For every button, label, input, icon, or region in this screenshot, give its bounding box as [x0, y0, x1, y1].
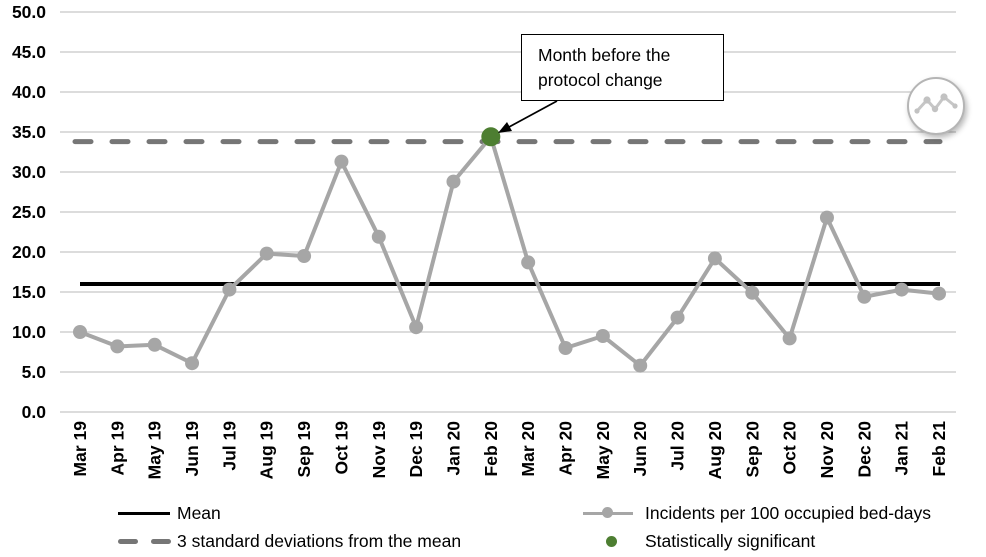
x-axis-tick-label: Sep 19 — [294, 421, 314, 478]
data-point — [633, 358, 648, 373]
data-point — [745, 285, 760, 300]
y-axis-tick-label: 50.0 — [12, 2, 46, 22]
annotation-arrow-line — [508, 100, 558, 128]
significant-dot-swatch — [583, 530, 633, 552]
data-point — [707, 251, 722, 266]
x-axis-tick-label: Jul 19 — [219, 421, 239, 471]
data-point — [73, 325, 87, 339]
x-axis-tick-label: Aug 19 — [257, 421, 277, 480]
x-axis-tick-label: Nov 20 — [817, 421, 837, 479]
chart-type-badge — [907, 77, 965, 135]
x-axis-tick-label: Jan 20 — [443, 421, 463, 476]
y-axis-tick-label: 20.0 — [12, 242, 46, 262]
y-axis-tick-label: 30.0 — [12, 162, 46, 182]
data-point — [409, 320, 424, 335]
mean-line-swatch — [118, 511, 170, 515]
legend-item-mean: Mean — [118, 502, 221, 524]
legend-item-sd: 3 standard deviations from the mean — [118, 530, 461, 552]
x-axis-tick-label: Mar 20 — [518, 421, 538, 477]
data-point — [110, 339, 125, 354]
legend-item-significant: Statistically significant — [583, 530, 815, 552]
data-point — [259, 246, 274, 261]
x-axis-tick-label: Jun 19 — [182, 421, 202, 477]
significant-data-point — [481, 127, 501, 147]
x-axis-tick-label: Jun 20 — [630, 421, 650, 477]
y-axis-tick-label: 35.0 — [12, 122, 46, 142]
annotation-callout: Month before the protocol change — [521, 34, 724, 101]
data-point — [558, 341, 573, 355]
legend-label-incidents: Incidents per 100 occupied bed-days — [645, 502, 932, 523]
y-axis-tick-label: 15.0 — [12, 282, 46, 302]
data-point — [595, 329, 610, 343]
x-axis-tick-label: Dec 20 — [854, 421, 874, 478]
legend-label-sd: 3 standard deviations from the mean — [177, 530, 462, 551]
y-axis-tick-label: 25.0 — [12, 202, 46, 222]
data-point — [222, 282, 237, 297]
data-point — [857, 289, 872, 304]
series-line-swatch — [583, 502, 633, 524]
x-axis-tick-label: Nov 19 — [369, 421, 389, 479]
y-axis-tick-label: 45.0 — [12, 42, 46, 62]
data-point — [446, 174, 461, 189]
x-axis-tick-label: Sep 20 — [742, 421, 762, 478]
y-axis-tick-label: 5.0 — [22, 362, 47, 382]
data-point — [185, 356, 200, 371]
annotation-text: Month before the protocol change — [538, 45, 671, 90]
y-axis-tick-label: 0.0 — [22, 402, 47, 422]
x-axis-tick-label: Jan 21 — [892, 421, 912, 476]
series-line — [79, 134, 940, 368]
legend-label-mean: Mean — [177, 502, 221, 523]
legend-label-significant: Statistically significant — [645, 530, 816, 551]
annotation-arrowhead — [498, 122, 512, 133]
x-axis-tick-label: Mar 19 — [70, 421, 90, 477]
data-point — [819, 210, 834, 225]
x-axis-tick-label: Feb 21 — [929, 421, 949, 477]
y-axis-tick-label: 10.0 — [12, 322, 46, 342]
x-axis-tick-label: May 20 — [593, 421, 613, 480]
x-axis-tick-label: Oct 20 — [780, 421, 800, 475]
data-point — [334, 154, 349, 169]
data-point — [894, 282, 909, 297]
x-axis-tick-label: Jul 20 — [668, 421, 688, 471]
data-point — [521, 255, 536, 270]
x-axis-tick-label: Oct 19 — [331, 421, 351, 475]
x-axis-tick-label: Apr 19 — [107, 421, 127, 476]
data-point — [670, 310, 685, 325]
data-point — [782, 331, 797, 346]
sd-dashed-swatch — [118, 538, 171, 544]
x-axis-tick-label: Dec 19 — [406, 421, 426, 478]
x-axis-tick-label: Feb 20 — [481, 421, 501, 477]
x-axis-tick-label: Apr 20 — [556, 421, 576, 476]
y-axis-tick-label: 40.0 — [12, 82, 46, 102]
data-point — [297, 249, 312, 263]
line-chart-sparkline-icon — [914, 93, 958, 114]
legend-item-incidents: Incidents per 100 occupied bed-days — [583, 502, 931, 524]
x-axis-tick-label: May 19 — [145, 421, 165, 480]
data-point — [932, 286, 946, 301]
x-axis-tick-label: Aug 20 — [705, 421, 725, 480]
data-point — [147, 337, 162, 352]
data-point — [371, 229, 386, 244]
